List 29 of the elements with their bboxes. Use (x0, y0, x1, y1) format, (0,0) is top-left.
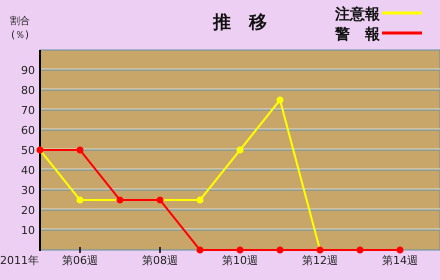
chart-title: 推 移 (212, 12, 267, 33)
y-tick-label: 70 (21, 104, 35, 117)
y-tick-label: 50 (21, 144, 35, 157)
point (236, 146, 244, 154)
point (276, 96, 284, 104)
y-tick-label: 80 (21, 84, 35, 97)
point (196, 196, 204, 204)
y-tick-label: 40 (21, 164, 35, 177)
x-tick-label: 第14週 (382, 254, 418, 267)
point (276, 246, 284, 254)
point (196, 246, 204, 254)
legend-label: 警 報 (334, 25, 381, 43)
point (396, 246, 404, 254)
text: 2011年 (0, 254, 39, 267)
x-tick-label: 第06週 (62, 254, 98, 267)
point (356, 246, 364, 254)
y-axis-title: 割合 (％) (10, 15, 30, 41)
x-tick-label: 第10週 (222, 254, 258, 267)
point (236, 246, 244, 254)
y-tick-label: 60 (21, 124, 35, 137)
x-tick-label: 第12週 (302, 254, 338, 267)
y-tick-label: 10 (21, 224, 35, 237)
point (76, 146, 84, 154)
point (76, 196, 84, 204)
y-tick-label: 90 (21, 64, 35, 77)
legend-label: 注意報 (334, 5, 381, 23)
x-tick-label: 第08週 (142, 254, 178, 267)
y-tick-label: 30 (21, 184, 35, 197)
y-tick-label: 20 (21, 204, 35, 217)
